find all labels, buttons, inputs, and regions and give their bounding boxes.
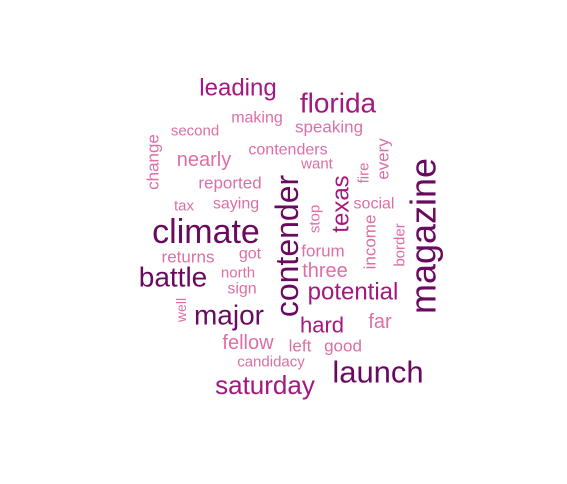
word-texas: texas bbox=[328, 175, 355, 232]
word-fellow: fellow bbox=[222, 332, 274, 354]
word-fire: fire bbox=[356, 163, 373, 184]
word-social: social bbox=[354, 196, 395, 213]
word-battle: battle bbox=[139, 262, 208, 293]
word-launch: launch bbox=[332, 355, 423, 390]
word-contender: contender bbox=[269, 174, 305, 317]
word-forum: forum bbox=[301, 242, 344, 261]
word-reported: reported bbox=[198, 174, 261, 193]
word-north: north bbox=[221, 265, 255, 282]
word-florida: florida bbox=[300, 88, 377, 119]
word-second: second bbox=[171, 123, 219, 140]
word-stop: stop bbox=[307, 205, 324, 233]
word-well: well bbox=[173, 298, 189, 323]
word-making: making bbox=[231, 110, 283, 127]
word-candidacy: candidacy bbox=[237, 354, 305, 371]
word-nearly: nearly bbox=[177, 149, 231, 171]
word-got: got bbox=[239, 246, 262, 263]
word-want: want bbox=[300, 156, 334, 173]
word-sign: sign bbox=[227, 281, 256, 298]
word-magazine: magazine bbox=[403, 158, 444, 314]
word-income: income bbox=[361, 215, 380, 270]
word-tax: tax bbox=[174, 198, 195, 215]
word-contenders: contenders bbox=[248, 142, 327, 159]
word-left: left bbox=[289, 337, 312, 356]
word-potential: potential bbox=[308, 279, 399, 306]
word-three: three bbox=[302, 260, 348, 282]
word-far: far bbox=[368, 311, 392, 333]
word-major: major bbox=[194, 300, 264, 331]
word-good: good bbox=[324, 337, 362, 356]
word-saturday: saturday bbox=[215, 370, 315, 400]
word-climate: climate bbox=[152, 213, 260, 251]
word-leading: leading bbox=[199, 75, 276, 102]
word-change: change bbox=[144, 134, 163, 190]
word-speaking: speaking bbox=[295, 118, 363, 137]
word-hard: hard bbox=[300, 313, 344, 338]
word-saying: saying bbox=[213, 196, 259, 213]
word-border: border bbox=[392, 223, 409, 266]
word-every: every bbox=[374, 138, 393, 180]
word-returns: returns bbox=[162, 248, 215, 267]
